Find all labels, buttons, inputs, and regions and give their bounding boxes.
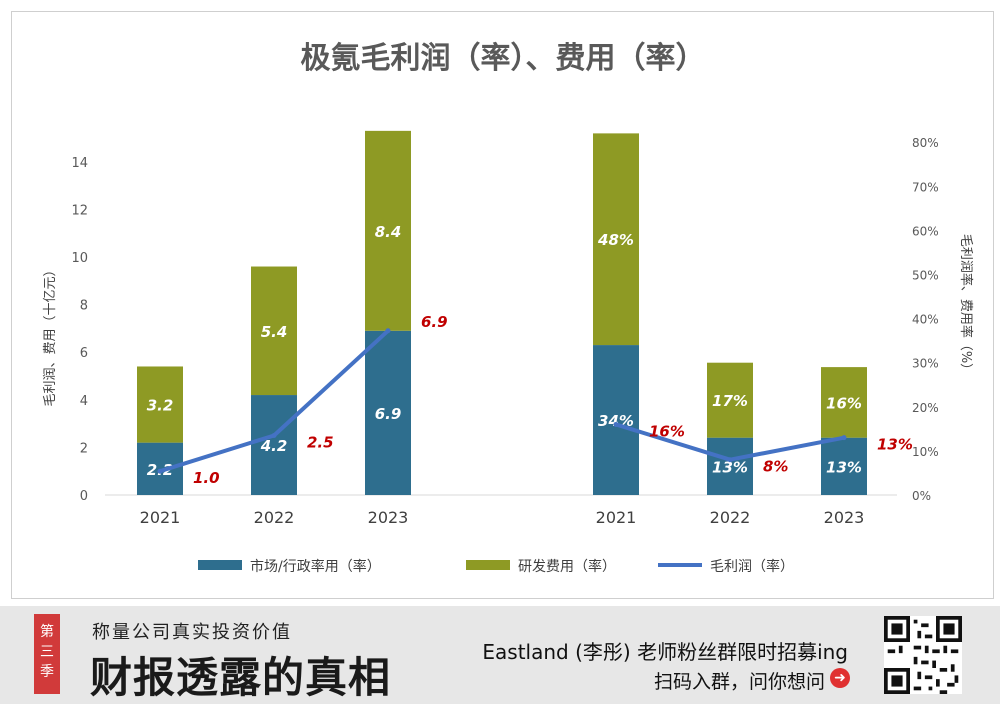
x-tick-label: 2021 — [140, 508, 181, 527]
line-point — [727, 457, 733, 463]
line-point — [385, 328, 391, 334]
bar-rnd — [593, 133, 639, 346]
y-tick-label: 14 — [71, 156, 88, 171]
x-tick-label: 2021 — [596, 508, 637, 527]
bar-rnd — [251, 266, 297, 396]
y-axis-title: 毛利润、费用（十亿元） — [43, 263, 58, 406]
bar-data-label: 8.4 — [375, 223, 402, 241]
y2-tick-label: 70% — [912, 180, 939, 194]
line-point — [271, 433, 277, 438]
footer-slogan: 称量公司真实投资价值 — [92, 622, 292, 643]
y-tick-label: 2 — [80, 441, 88, 456]
qr-code-icon[interactable] — [884, 616, 962, 694]
y2-axis-title: 毛利润率、费用率（%） — [958, 234, 974, 376]
bar-admin — [821, 437, 867, 495]
line-data-label: 6.9 — [421, 313, 448, 331]
bar-data-label: 3.2 — [147, 397, 174, 415]
arrow-right-circle-icon[interactable]: ➜ — [830, 668, 850, 688]
bar-rnd — [365, 130, 411, 331]
legend-label: 毛利润（率） — [710, 558, 794, 575]
y2-tick-label: 30% — [912, 357, 939, 371]
bar-admin — [365, 330, 411, 495]
chart-frame: 极氪毛利润（率）、费用（率） 0 2 4 6 8 10 12 14 毛利润、费用（十亿元） 2021… — [11, 11, 994, 599]
scan-text: 扫码入群，问你想问 — [653, 671, 825, 693]
y2-tick-label: 10% — [912, 445, 939, 459]
chart-title: 极氪毛利润（率）、费用（率） — [301, 41, 706, 76]
bar-admin — [707, 437, 753, 495]
y-tick-label: 10 — [71, 251, 88, 266]
bar-rnd — [137, 366, 183, 443]
bar-data-label: 6.9 — [375, 405, 402, 423]
y-tick-label: 12 — [71, 203, 88, 218]
bar-admin — [593, 345, 639, 495]
bar-data-label: 13% — [712, 458, 748, 476]
line-data-label: 13% — [877, 436, 913, 454]
y2-tick-label: 80% — [912, 136, 939, 150]
bar-data-label: 17% — [712, 392, 748, 410]
x-tick-label: 2022 — [710, 508, 751, 527]
y-tick-label: 4 — [80, 394, 88, 409]
y-tick-label: 0 — [80, 489, 88, 504]
bar-data-label: 16% — [826, 394, 862, 412]
recruit-text: Eastland (李彤) 老师粉丝群限时招募ing — [482, 640, 848, 664]
line-data-label: 1.0 — [193, 469, 220, 487]
y-tick-label: 6 — [80, 346, 88, 361]
legend-swatch — [198, 560, 242, 570]
y2-tick-label: 50% — [912, 269, 939, 283]
chart-svg: 极氪毛利润（率）、费用（率） 0 2 4 6 8 10 12 14 毛利润、费用（十亿元） 2021… — [43, 41, 974, 575]
line-data-label: 16% — [649, 422, 685, 440]
y2-tick-label: 60% — [912, 224, 939, 238]
x-tick-label: 2022 — [254, 508, 295, 527]
bar-rnd — [707, 362, 753, 438]
footer-banner: 第三季 称量公司真实投资价值 财报透露的真相 Eastland (李彤) 老师粉… — [0, 606, 1000, 704]
y2-tick-label: 0% — [912, 489, 931, 503]
x-tick-label: 2023 — [824, 508, 865, 527]
bar-admin — [251, 395, 297, 495]
line-data-label: 8% — [763, 458, 788, 476]
line-point — [157, 468, 163, 474]
line-point — [613, 421, 619, 427]
footer-brand: 财报透露的真相 — [90, 653, 392, 702]
y2-tick-label: 40% — [912, 313, 939, 327]
legend-label: 市场/行政率用（率） — [250, 558, 381, 575]
bar-rnd — [821, 367, 867, 438]
season-badge: 第三季 — [34, 614, 60, 694]
legend-label: 研发费用（率） — [518, 558, 616, 575]
x-tick-label: 2023 — [368, 508, 409, 527]
y2-tick-label: 20% — [912, 401, 939, 415]
y-tick-label: 8 — [80, 299, 88, 314]
line-point — [841, 435, 847, 441]
bar-data-label: 4.2 — [260, 437, 288, 455]
bar-data-label: 5.4 — [261, 323, 288, 341]
bar-data-label: 48% — [597, 231, 634, 249]
line-data-label: 2.5 — [307, 434, 334, 452]
legend-swatch — [466, 560, 510, 570]
bar-data-label: 13% — [826, 458, 862, 476]
